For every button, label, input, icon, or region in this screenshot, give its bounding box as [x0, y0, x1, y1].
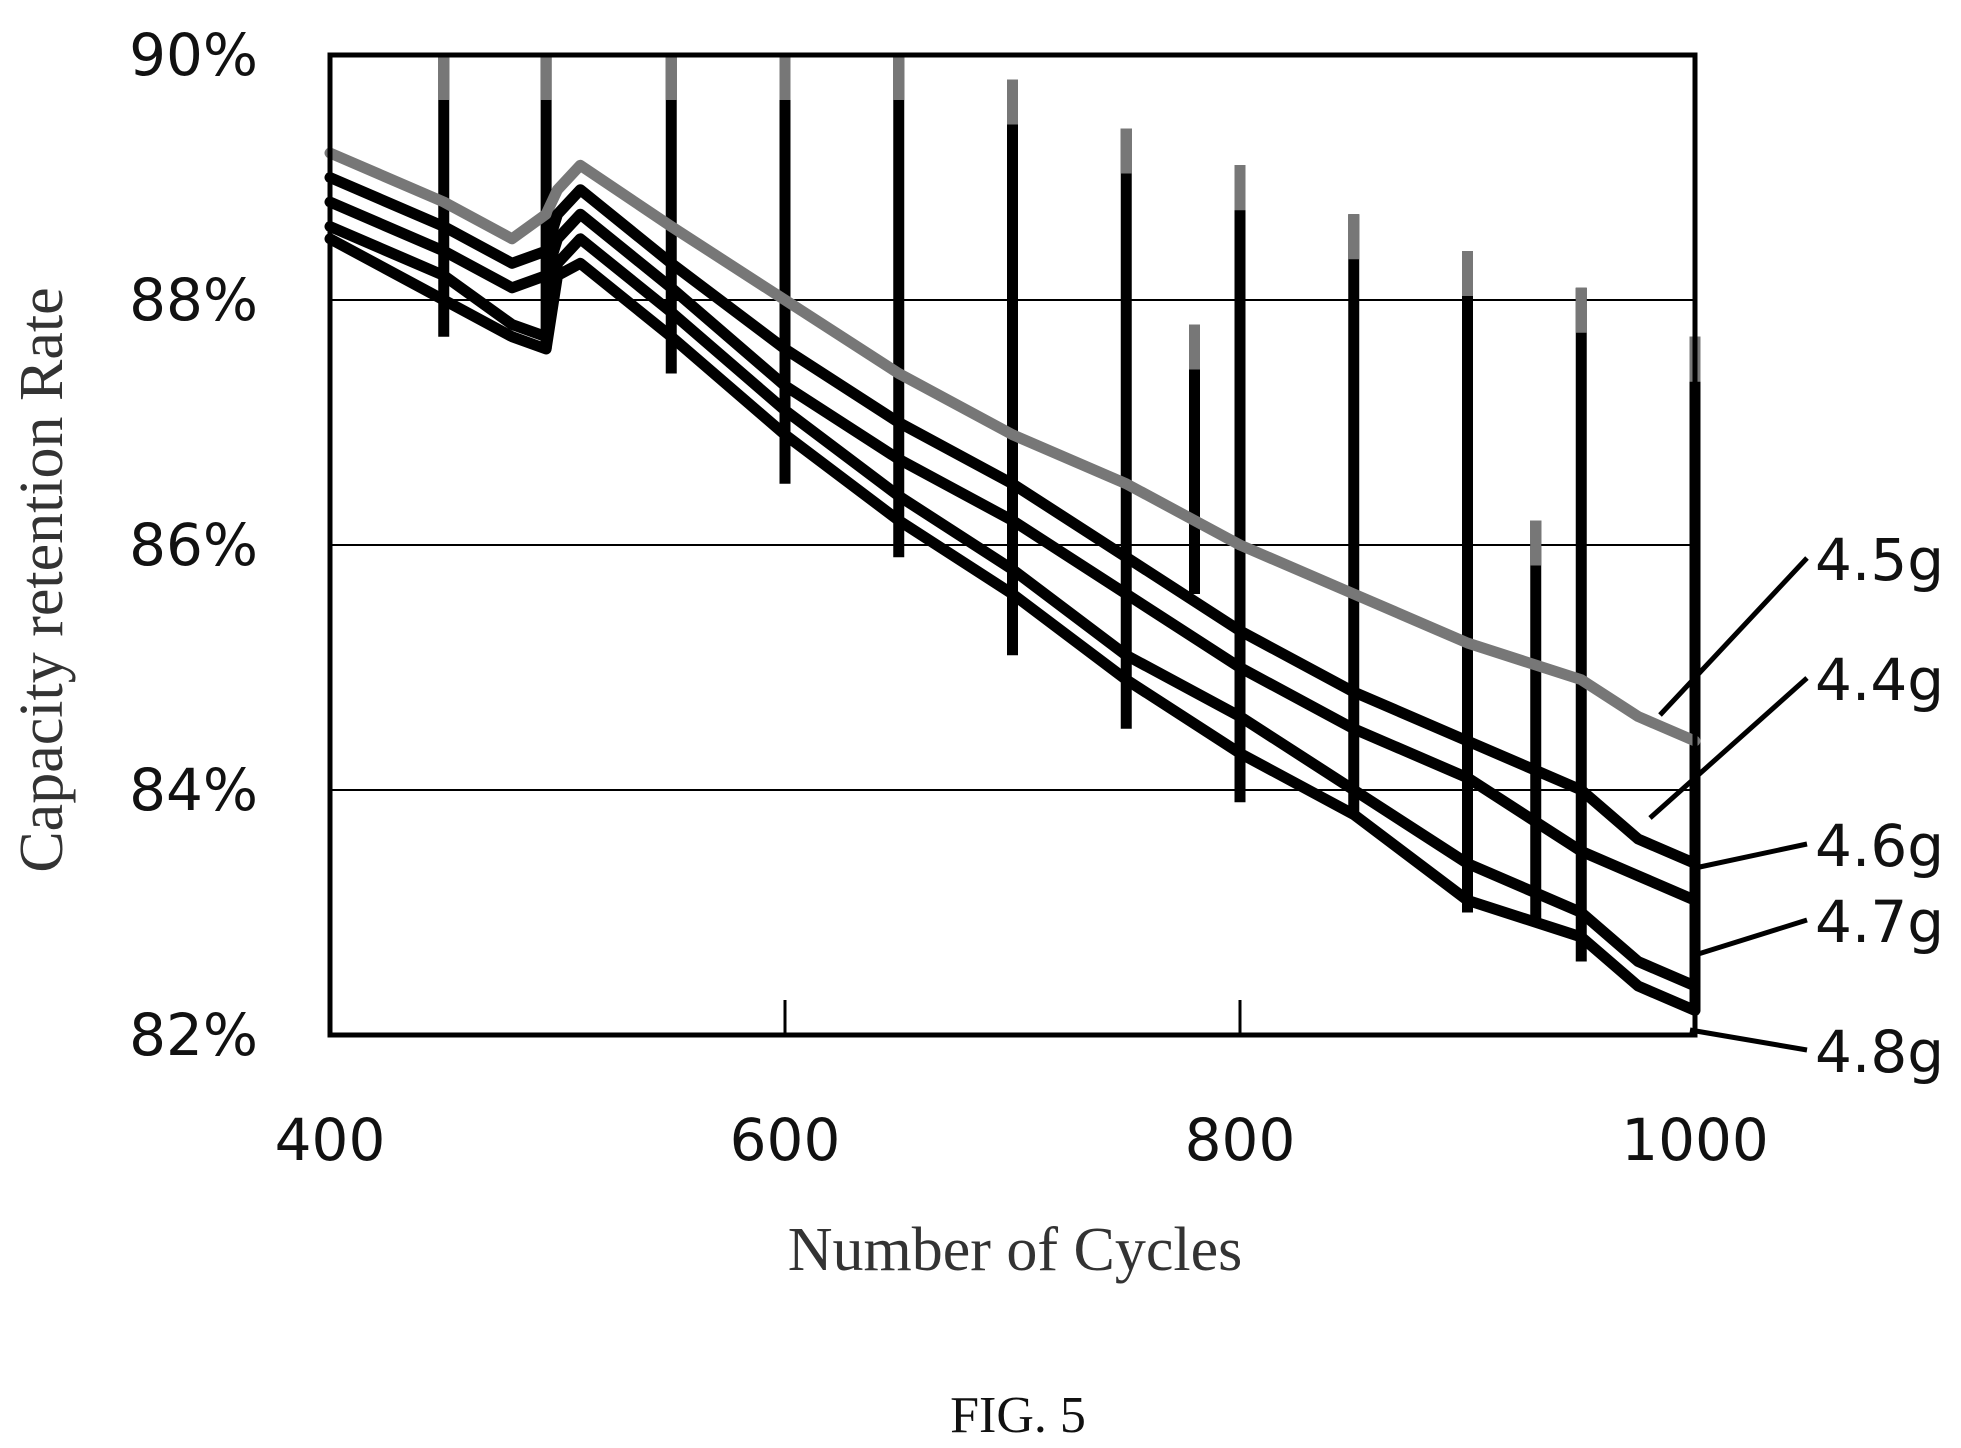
- x-tick-label-800: 800: [1185, 1106, 1296, 1174]
- y-tick-label-84: 84%: [129, 756, 258, 824]
- legend-label-4.8g: 4.8g: [1815, 1018, 1944, 1086]
- legend-leader-4.5g: [1658, 556, 1809, 717]
- legend-label-4.6g: 4.6g: [1815, 812, 1944, 880]
- legend-label-4.4g: 4.4g: [1815, 646, 1944, 714]
- y-tick-label-82: 82%: [129, 1001, 258, 1069]
- y-tick-labels: 82% 84% 86% 88% 90%: [129, 21, 258, 1069]
- y-tick-label-86: 86%: [129, 511, 258, 579]
- y-axis-title: Capacity retention Rate: [8, 287, 76, 872]
- legend-leader-4.8g: [1689, 1027, 1808, 1053]
- axis-ticks: [783, 1000, 1242, 1035]
- legend-leader-4.6g: [1694, 841, 1808, 871]
- series-line-4.4g: [324, 172, 1701, 869]
- x-tick-labels: 400 600 800 1000: [275, 1106, 1769, 1174]
- x-tick-label-600: 600: [730, 1106, 841, 1174]
- plot-frame: [327, 52, 1698, 1038]
- legend-label-4.5g: 4.5g: [1815, 526, 1944, 594]
- spike-lines: [438, 55, 1701, 1011]
- legend-label-4.7g: 4.7g: [1815, 888, 1944, 956]
- series-line-4.6g: [324, 196, 1701, 906]
- x-tick-label-400: 400: [275, 1106, 386, 1174]
- series-line-4.5g: [324, 147, 1701, 747]
- legend-leader-4.7g: [1694, 917, 1808, 958]
- data-series: [324, 147, 1701, 1016]
- series-legend: 4.5g 4.4g 4.6g 4.7g 4.8g: [1648, 526, 1944, 1086]
- figure-caption: FIG. 5: [950, 1387, 1086, 1444]
- x-tick-label-1000: 1000: [1621, 1106, 1769, 1174]
- y-tick-label-90: 90%: [129, 21, 258, 89]
- series-line-4.7g: [324, 221, 1701, 992]
- series-line-4.8g: [324, 233, 1701, 1016]
- legend-leader-4.4g: [1648, 676, 1809, 820]
- y-tick-label-88: 88%: [129, 266, 258, 334]
- x-axis-title: Number of Cycles: [788, 1216, 1243, 1284]
